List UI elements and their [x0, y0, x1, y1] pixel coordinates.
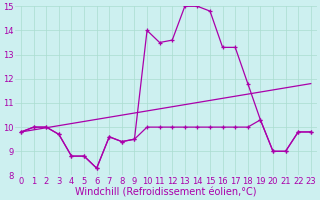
X-axis label: Windchill (Refroidissement éolien,°C): Windchill (Refroidissement éolien,°C) — [75, 187, 257, 197]
